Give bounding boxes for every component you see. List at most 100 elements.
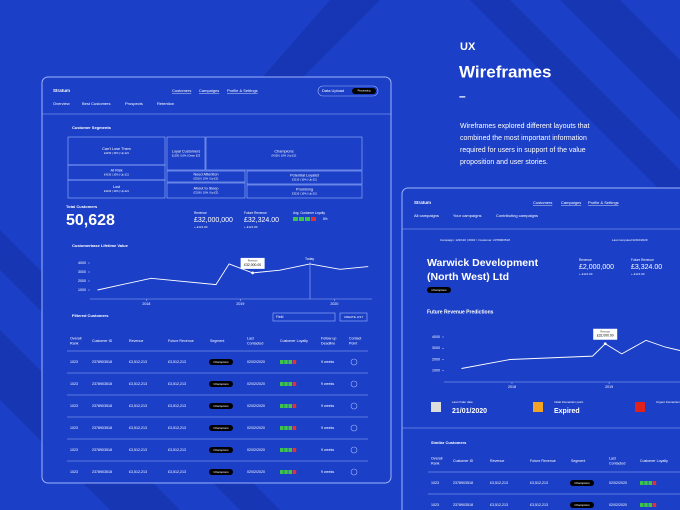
cell: 2378903518 [453, 481, 473, 485]
subnav-link[interactable]: All campaigns [414, 213, 439, 218]
cell: 02/02/2020 [247, 360, 265, 364]
tooltip-value: £32,000.00 [597, 334, 614, 338]
contact-button[interactable] [350, 424, 358, 432]
loyalty-square [280, 448, 284, 452]
cell: £3,512,213 [168, 426, 186, 430]
loyalty-square [648, 481, 652, 485]
line-series [461, 339, 680, 369]
brand: Stratum [414, 200, 431, 205]
y-tick-label: 2000 [78, 279, 86, 283]
cell: £3,512,213 [129, 404, 147, 408]
column-header: Contacted [609, 461, 625, 465]
tooltip [240, 257, 265, 269]
segment-detail: £3100 | 10% | Up £21 [194, 191, 220, 195]
segment-name: Need Attention [194, 173, 219, 177]
total-label: Total Customers [66, 204, 98, 209]
loyalty-square [288, 470, 292, 474]
loyalty-square [652, 481, 657, 485]
contact-button[interactable] [350, 446, 358, 454]
create-button[interactable] [339, 312, 368, 322]
y-tick-label: 4000 [78, 261, 86, 265]
contact-button[interactable] [350, 380, 358, 388]
nav-link[interactable]: Campaigns [199, 88, 219, 93]
column-header: Overall [70, 336, 82, 340]
segment-name: Potential Loyalist [290, 174, 320, 178]
segment-name: Lost [113, 185, 121, 189]
segment-label: Champions [574, 481, 590, 485]
loyalty-square [640, 481, 644, 485]
kpi-value: £3,324.00 [631, 264, 662, 271]
kpi-delta: + £121.00 [194, 225, 208, 229]
contact-button[interactable] [350, 402, 358, 410]
loyalty-square [288, 426, 292, 430]
subnav-link[interactable]: Contributing campaigns [496, 213, 538, 218]
column-header: Revenue [129, 339, 143, 343]
column-header: Contact [349, 336, 361, 340]
loyalty-square [292, 426, 297, 430]
x-tick-label: 2018 [142, 302, 150, 306]
loyalty-square [305, 217, 310, 221]
nav-link[interactable]: Profile & Settings [227, 88, 258, 93]
loyalty-square [292, 448, 297, 452]
cell: 1023 [70, 404, 78, 408]
subnav-link[interactable]: Your campaigns [453, 213, 482, 218]
hero-body-line: combined the most important information [460, 135, 587, 142]
cell: £3,512,213 [168, 360, 186, 364]
hero-dash: – [459, 89, 466, 103]
column-header: Segment [210, 339, 224, 343]
y-tick-label: 1000 [432, 369, 440, 373]
loyalty-square [648, 503, 652, 507]
cell: £3,512,213 [530, 481, 548, 485]
segment-detail: £3210 | 10% | Up £21 [292, 178, 318, 182]
cell: 1023 [70, 360, 78, 364]
column-header: Deadline [321, 341, 335, 345]
cell: £3,512,213 [490, 481, 508, 485]
nav-link[interactable]: Profile & Settings [588, 200, 619, 205]
loyalty-square [284, 470, 288, 474]
column-header: Customer Loyalty [640, 459, 668, 463]
subnav-link[interactable]: Retention [157, 101, 174, 106]
cell: 1023 [70, 382, 78, 386]
segment-pill [570, 502, 594, 508]
subnav-link[interactable]: Best Customers [82, 101, 110, 106]
cell: 02/02/2020 [609, 481, 627, 485]
stat-square [635, 402, 645, 412]
column-header: Follow up [321, 336, 336, 340]
cell: 2378903518 [92, 448, 112, 452]
loyalty-square [640, 503, 644, 507]
segment-box [246, 170, 363, 185]
loyalty-square [280, 426, 284, 430]
contact-button[interactable] [350, 468, 358, 476]
subnav-link[interactable]: Prospects [125, 101, 143, 106]
cell: 1023 [431, 503, 439, 507]
segment-pill [570, 480, 594, 486]
kpi-value: £32,324.00 [244, 217, 279, 224]
loyalty-square [288, 448, 292, 452]
hero-body-line: proposition and user stories. [460, 159, 548, 166]
x-tick-label: 2019 [236, 302, 244, 306]
loyalty-square [280, 360, 284, 364]
nav-link[interactable]: Customers [172, 88, 191, 93]
loyalty-square [280, 404, 284, 408]
right-panel [401, 187, 680, 510]
nav-link[interactable]: Customers [533, 200, 552, 205]
stat-value: 21/01/2020 [452, 408, 487, 415]
filter-select[interactable] [272, 312, 336, 322]
loyalty-square [288, 360, 292, 364]
kpi-value: 8% [323, 217, 328, 221]
loyalty-square [293, 217, 298, 221]
loyalty-square [288, 404, 292, 408]
column-header: Last [247, 336, 254, 340]
segment-pill [209, 469, 233, 475]
loyalty-square [292, 404, 297, 408]
subnav-link[interactable]: Overview [53, 101, 70, 106]
contact-button[interactable] [350, 358, 358, 366]
stat-square [533, 402, 543, 412]
nav-link[interactable]: Campaigns [561, 200, 581, 205]
column-header: Customer ID [92, 339, 113, 343]
cell: £3,512,213 [129, 360, 147, 364]
segment-box [166, 170, 246, 183]
cell: 2378903518 [92, 426, 112, 430]
upload-button[interactable] [317, 85, 379, 97]
loyalty-square [284, 382, 288, 386]
